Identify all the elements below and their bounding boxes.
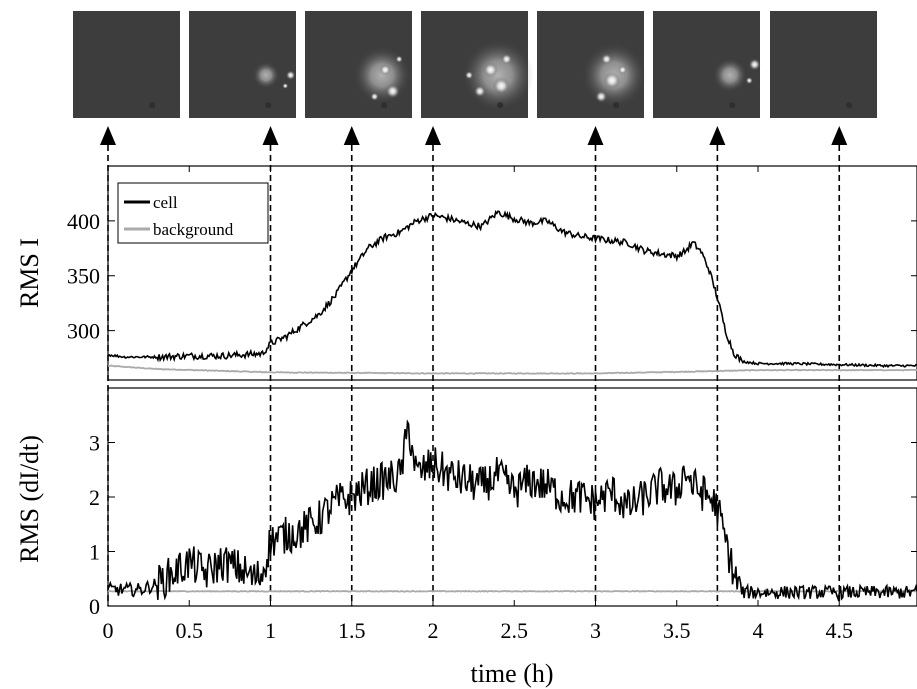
fluorescent-spot	[748, 58, 761, 71]
series-cell	[107, 419, 917, 602]
bottom-series-lines	[107, 419, 917, 602]
frame-artifact	[381, 102, 388, 109]
frame-artifact	[265, 102, 272, 109]
y-tick-label: 3	[89, 431, 100, 456]
legend-box	[117, 182, 269, 244]
fluorescent-spot	[285, 70, 296, 80]
fluorescent-spot	[370, 92, 379, 101]
marker-arrowhead	[343, 126, 360, 145]
x-tick-label: 1	[265, 618, 276, 643]
bottom-x-ticks: 0 0.5 1 1.5 2 2.5 3 3.5 4 4.5	[103, 166, 854, 643]
cell-haze	[353, 47, 411, 104]
frame-artifact	[729, 102, 736, 109]
y-tick-label: 0	[89, 594, 100, 619]
x-tick-label: 1.5	[338, 618, 366, 643]
legend-label-background: background	[153, 220, 234, 239]
image-frame	[770, 11, 877, 118]
y-tick-label: 400	[67, 209, 100, 234]
x-tick-label: 3	[590, 618, 601, 643]
bottom-y-ticks: 0 1 2 3	[89, 431, 917, 619]
fluorescent-spot	[501, 53, 512, 65]
image-frame	[189, 11, 296, 118]
fluorescent-spot	[473, 85, 486, 98]
y-tick-label: 1	[89, 540, 100, 565]
fluorescent-spot	[282, 82, 289, 89]
image-frame	[73, 11, 180, 118]
y-tick-label: 2	[89, 485, 100, 510]
fluorescent-spot	[492, 77, 510, 95]
frame-artifact	[613, 102, 620, 109]
series-cell	[107, 209, 917, 369]
marker-arrowhead	[425, 126, 441, 145]
bottom-ylabel: RMS (dI/dt)	[15, 435, 44, 563]
fluorescent-spot	[385, 84, 400, 99]
marker-arrowhead	[262, 126, 279, 145]
image-frame	[421, 11, 534, 118]
frame-background	[653, 11, 760, 118]
fluorescent-spot	[601, 53, 612, 65]
y-tick-label: 300	[67, 319, 100, 344]
image-frame	[537, 11, 646, 118]
top-y-ticks: 300 350 400	[67, 209, 917, 344]
frame-background	[73, 11, 180, 118]
x-tick-label: 2	[428, 618, 439, 643]
y-tick-label: 350	[67, 264, 100, 289]
x-tick-label: 4.5	[826, 618, 854, 643]
bottom-plot-frame	[107, 387, 917, 607]
series-background	[108, 589, 917, 593]
marker-arrowhead	[831, 126, 848, 145]
frame-background	[189, 11, 296, 118]
marker-arrowhead	[587, 126, 604, 145]
top-plot-frame	[107, 165, 917, 381]
microscopy-frame-strip	[73, 11, 877, 118]
top-ylabel: RMS I	[15, 238, 44, 308]
fluorescent-spot	[618, 65, 627, 75]
x-tick-label: 0	[103, 618, 114, 643]
image-frame	[305, 11, 412, 118]
fluorescent-spot	[603, 72, 621, 89]
marker-arrowhead	[709, 126, 726, 145]
xlabel: time (h)	[470, 659, 553, 688]
x-tick-label: 2.5	[501, 618, 529, 643]
fluorescent-spot	[483, 62, 498, 78]
legend-label-cell: cell	[153, 193, 178, 212]
fluorescent-spot	[595, 90, 608, 103]
rms-intensity-panel: 300 350 400 cell background RMS I	[15, 165, 917, 381]
image-frame	[653, 11, 761, 118]
x-tick-label: 3.5	[663, 618, 691, 643]
marker-arrowhead	[100, 126, 116, 145]
x-tick-label: 0.5	[176, 618, 204, 643]
rms-derivative-panel: 0 1 2 3 0 0.5 1 1.5 2 2.5 3 3.5 4 4.5 RMS (dI/dt) ti…	[15, 166, 917, 688]
frame-artifact	[497, 102, 504, 109]
fluorescent-spot	[745, 76, 753, 85]
series-background	[107, 364, 917, 375]
legend: cell background	[117, 182, 269, 244]
frame-artifact	[846, 102, 853, 109]
fluorescent-spot	[395, 55, 403, 63]
fluorescent-spot	[379, 64, 391, 76]
cell-haze	[252, 62, 280, 89]
frame-background	[770, 11, 877, 118]
top-series-lines	[107, 209, 917, 375]
x-tick-label: 4	[753, 618, 764, 643]
frame-artifact	[149, 102, 156, 109]
fluorescent-spot	[464, 71, 474, 80]
cell-haze	[713, 58, 747, 93]
